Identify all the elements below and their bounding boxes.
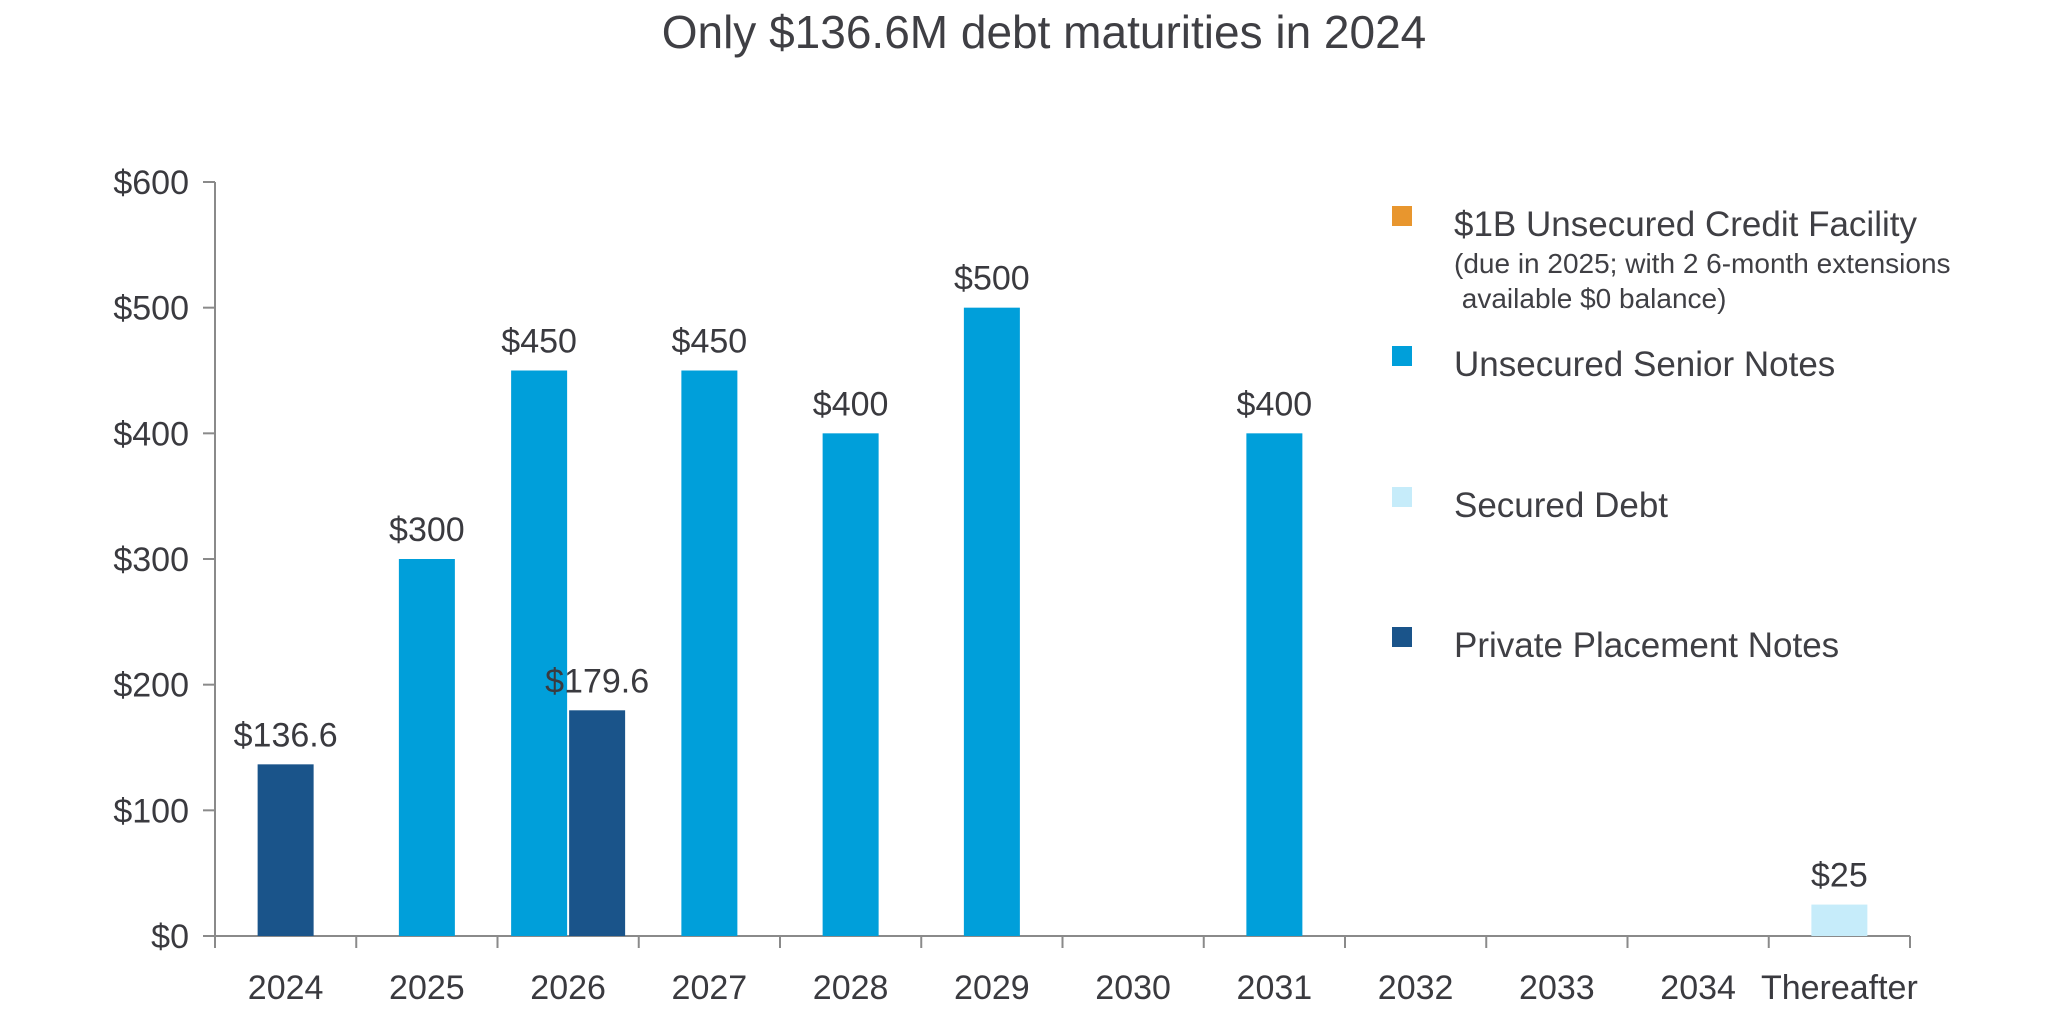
bar [681,370,738,936]
legend-label: Private Placement Notes [1454,626,1839,665]
y-tick-label: $200 [113,667,189,705]
chart-title: Only $136.6M debt maturities in 2024 [662,6,1427,58]
data-labels: $136.6 $300 $450 $179.6 $450 $400 $500 $400 $25 [234,260,1868,895]
legend-swatch [1392,206,1412,226]
bar [822,433,879,936]
data-label: $450 [672,323,748,361]
x-tick-label: 2027 [672,969,748,1007]
data-label: $136.6 [234,716,338,754]
bar [398,559,455,936]
data-label: $400 [813,385,889,423]
x-axis: 2024 2025 2026 2027 2028 2029 2030 2031 2032 2033… [214,935,1918,1007]
bar [1811,904,1868,936]
bar [1246,433,1303,936]
x-tick-label: 2033 [1519,969,1595,1007]
legend-swatch [1392,487,1412,507]
y-axis: $0 $100 $200 $300 $400 $500 $600 [113,164,216,956]
x-tick-label: 2026 [530,969,606,1007]
y-tick-label: $0 [151,918,189,956]
data-label: $500 [954,260,1030,298]
data-label: $400 [1237,385,1313,423]
x-tick-label: 2025 [389,969,465,1007]
y-tick-label: $400 [113,415,189,453]
legend-note: available $0 balance) [1454,283,1726,314]
data-label: $300 [389,511,465,549]
legend-swatch [1392,627,1412,647]
legend-note: (due in 2025; with 2 6-month extensions [1454,248,1951,279]
bar [257,764,314,936]
x-tick-label: Thereafter [1761,969,1918,1007]
x-tick-label: 2028 [813,969,889,1007]
legend-label: Unsecured Senior Notes [1454,345,1835,384]
legend-label: $1B Unsecured Credit Facility [1454,205,1917,244]
data-label: $25 [1811,857,1868,895]
x-tick-label: 2030 [1095,969,1171,1007]
x-tick-label: 2031 [1237,969,1313,1007]
bar [963,307,1020,937]
x-tick-label: 2029 [954,969,1030,1007]
bar [511,370,568,936]
x-tick-label: 2024 [248,969,324,1007]
y-tick-label: $300 [113,541,189,579]
y-tick-label: $600 [113,164,189,202]
data-label: $450 [501,323,577,361]
data-label: $179.6 [545,662,649,700]
legend-label: Secured Debt [1454,486,1668,525]
legend: $1B Unsecured Credit Facility (due in 202… [1392,205,1951,665]
y-tick-label: $500 [113,290,189,328]
bars [257,307,1868,937]
legend-swatch [1392,346,1412,366]
bar [569,710,626,936]
x-tick-label: 2032 [1378,969,1454,1007]
x-tick-label: 2034 [1660,969,1736,1007]
y-tick-label: $100 [113,792,189,830]
